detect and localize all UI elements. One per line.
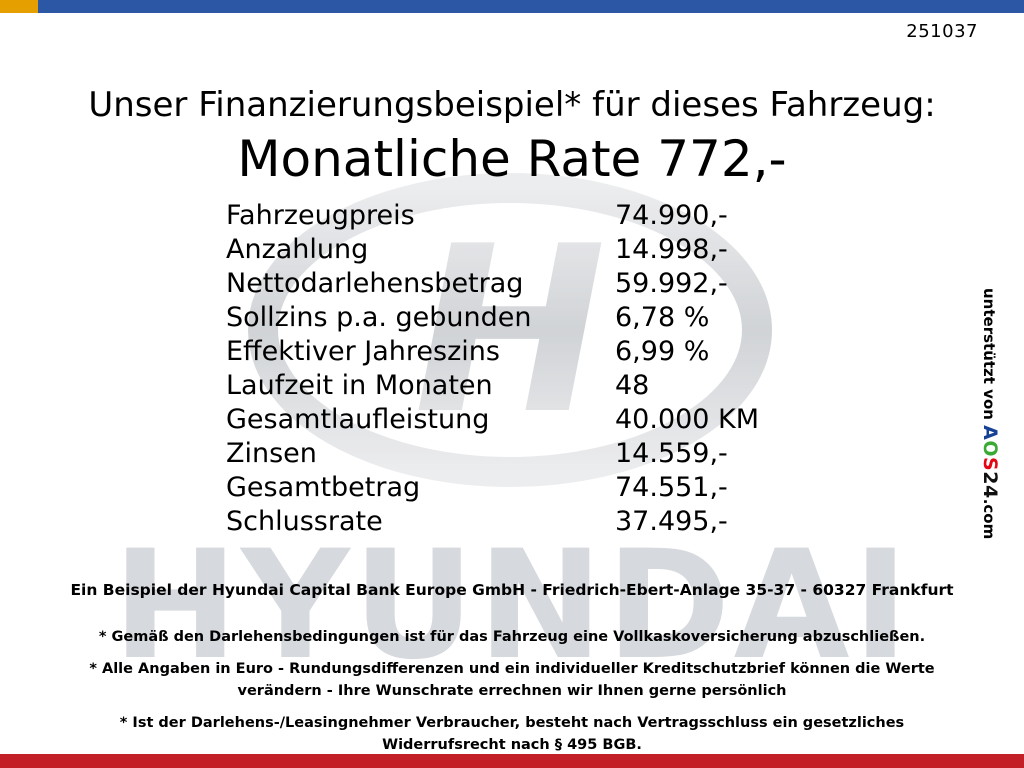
footnote-2: * Alle Angaben in Euro - Rundungsdiffere… bbox=[89, 661, 935, 699]
finance-row-value: 37.495,- bbox=[615, 506, 728, 537]
footer: Ein Beispiel der Hyundai Capital Bank Eu… bbox=[0, 581, 1024, 766]
finance-row-value: 59.992,- bbox=[615, 268, 728, 299]
finance-row-value: 6,99 % bbox=[615, 336, 710, 367]
footnote-3: * Ist der Darlehens-/Leasingnehmer Verbr… bbox=[119, 715, 905, 753]
brand-letter: 4 bbox=[979, 484, 1001, 499]
finance-row-value: 14.559,- bbox=[615, 438, 728, 469]
bank-disclaimer: Ein Beispiel der Hyundai Capital Bank Eu… bbox=[70, 581, 954, 599]
finance-row-value: 74.990,- bbox=[615, 200, 728, 231]
finance-row-label: Laufzeit in Monaten bbox=[226, 370, 493, 401]
finance-row-label: Gesamtbetrag bbox=[226, 472, 421, 503]
footnote-1: * Gemäß den Darlehensbedingungen ist für… bbox=[98, 629, 926, 645]
finance-row: Laufzeit in Monaten 48 bbox=[226, 369, 759, 403]
hyundai-logo-watermark: H bbox=[248, 173, 772, 487]
finance-row-label: Anzahlung bbox=[226, 234, 369, 265]
side-banner-suffix: .com bbox=[980, 498, 998, 540]
finance-row: Effektiver Jahreszins 6,99 % bbox=[226, 335, 759, 369]
side-banner: unterstützt von AOS24.com bbox=[979, 288, 1001, 558]
finance-row-value: 6,78 % bbox=[615, 302, 710, 333]
page-title: Unser Finanzierungsbeispiel* für dieses … bbox=[88, 85, 936, 125]
finance-row-value: 74.551,- bbox=[615, 472, 728, 503]
finance-row-value: 48 bbox=[615, 370, 650, 401]
monthly-rate-title: Monatliche Rate 772,- bbox=[237, 130, 787, 188]
svg-text:H: H bbox=[414, 198, 607, 465]
brand-letter: S bbox=[979, 457, 1001, 472]
finance-row: Nettodarlehensbetrag 59.992,- bbox=[226, 267, 759, 301]
side-banner-prefix: unterstützt von bbox=[980, 288, 998, 426]
finance-row-label: Zinsen bbox=[226, 438, 317, 469]
finance-row: Gesamtbetrag 74.551,- bbox=[226, 471, 759, 505]
finance-row: Sollzins p.a. gebunden 6,78 % bbox=[226, 301, 759, 335]
bottom-bar bbox=[0, 754, 1024, 768]
finance-table: Fahrzeugpreis 74.990,- Anzahlung 14.998,- Ne… bbox=[226, 199, 759, 539]
finance-row-label: Nettodarlehensbetrag bbox=[226, 268, 524, 299]
top-bar-yellow-accent bbox=[0, 0, 38, 13]
doc-number: 251037 bbox=[906, 21, 978, 42]
finance-row-label: Sollzins p.a. gebunden bbox=[226, 302, 532, 333]
finance-row-value: 14.998,- bbox=[615, 234, 728, 265]
top-bar bbox=[0, 0, 1024, 13]
finance-row-label: Fahrzeugpreis bbox=[226, 200, 415, 231]
aos24-brand: AOS24 bbox=[979, 425, 1001, 499]
finance-row: Gesamtlaufleistung 40.000 KM bbox=[226, 403, 759, 437]
finance-row-value: 40.000 KM bbox=[615, 404, 760, 435]
brand-letter: 2 bbox=[979, 471, 1001, 485]
finance-row: Zinsen 14.559,- bbox=[226, 437, 759, 471]
finance-row: Schlussrate 37.495,- bbox=[226, 505, 759, 539]
brand-letter: A bbox=[979, 425, 1001, 441]
finance-row: Fahrzeugpreis 74.990,- bbox=[226, 199, 759, 233]
finance-row-label: Effektiver Jahreszins bbox=[226, 336, 500, 367]
finance-row-label: Schlussrate bbox=[226, 506, 383, 537]
hyundai-wordmark-watermark: HYUNDAI bbox=[112, 519, 912, 693]
brand-letter: O bbox=[979, 440, 1001, 458]
finance-row-label: Gesamtlaufleistung bbox=[226, 404, 490, 435]
finance-row: Anzahlung 14.998,- bbox=[226, 233, 759, 267]
